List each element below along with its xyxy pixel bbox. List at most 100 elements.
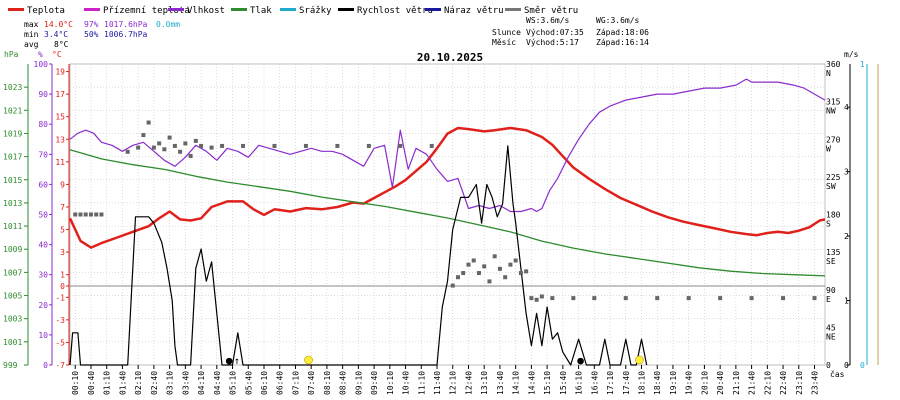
wind-direction-point [781, 296, 786, 301]
legend-label-pressure: Tlak [250, 6, 272, 16]
wind-direction-point [503, 275, 508, 280]
stats-avg-temp: 8°C [54, 40, 69, 49]
direction-tick-label: 315 [826, 98, 841, 107]
temperature-tick-label: 19 [55, 68, 65, 77]
stats-max-press: 1017.6hPa [104, 20, 148, 29]
legend-item-ground-temperature[interactable]: Přízemní teplota [84, 6, 190, 16]
wind-direction-point [172, 143, 177, 148]
legend-label-wind-gust: Náraz větru [444, 6, 504, 16]
x-tick-label: 22:40 [779, 371, 788, 395]
stats-min-label: min [24, 30, 39, 39]
x-tick-label: 11:40 [433, 371, 442, 395]
x-tick-label: 09:40 [370, 371, 379, 395]
direction-tick-label: 0 [826, 361, 831, 370]
x-tick-label: 18:10 [637, 371, 646, 395]
x-tick-label: 08:40 [339, 371, 348, 395]
x-tick-label: 15:40 [559, 371, 568, 395]
pressure-tick-label: 1005 [3, 292, 22, 301]
pressure-axis-unit: hPa [4, 50, 19, 59]
direction-tick-label: 360 [826, 60, 841, 69]
rain-tick-label: 0 [860, 361, 865, 370]
x-tick-label: 16:40 [590, 371, 599, 395]
wind-direction-point [718, 296, 723, 301]
humidity-tick-label: 20 [38, 301, 48, 310]
wind-direction-point [125, 149, 130, 154]
wind-wg: WG:3.6m/s [596, 16, 640, 25]
legend-item-wind-gust[interactable]: Náraz větru [425, 6, 504, 16]
legend-item-humidity[interactable]: Vlhkost [168, 6, 225, 16]
x-tick-label: 02:40 [150, 371, 159, 395]
legend-label-wind-speed: Rychlost větru [357, 6, 433, 16]
wind-direction-point [524, 269, 529, 274]
wind-direction-point [188, 153, 193, 158]
temperature-axis-unit: °C [52, 50, 62, 59]
legend-label-humidity: Vlhkost [187, 6, 225, 16]
axes: 9991001100310051007100910111013101510171… [3, 60, 879, 395]
pressure-tick-label: 1017 [3, 153, 22, 162]
pressure-tick-label: 999 [3, 361, 18, 370]
wind-direction-point [220, 143, 225, 148]
legend-item-wind-speed[interactable]: Rychlost větru [338, 6, 433, 16]
x-tick-label: 19:40 [685, 371, 694, 395]
wind-direction-point [178, 149, 183, 154]
wind-direction-point [571, 296, 576, 301]
legend-item-wind-direction[interactable]: Směr větru [505, 6, 578, 16]
wind-direction-point [686, 296, 691, 301]
direction-compass-label: SE [826, 257, 836, 266]
wind-direction-point [241, 143, 246, 148]
stats-max-label: max [24, 20, 39, 29]
wind-direction-point [78, 212, 83, 217]
pressure-line [69, 149, 826, 277]
temperature-tick-label: 9 [60, 180, 65, 189]
legend-label-temperature: Teplota [27, 6, 65, 16]
x-tick-label: 02:10 [134, 371, 143, 395]
x-tick-label: 16:10 [575, 371, 584, 395]
temperature-tick-label: 17 [55, 90, 65, 99]
legend-swatch-wind-gust [425, 8, 441, 11]
wind-direction-point [623, 296, 628, 301]
astro-info: WS:3.6m/s WG:3.6m/s Slunce Východ:07:35 … [492, 16, 649, 47]
direction-compass-label: SW [826, 182, 836, 191]
x-tick-label: 17:10 [606, 371, 615, 395]
humidity-tick-label: 60 [38, 180, 48, 189]
pressure-tick-label: 1015 [3, 176, 22, 185]
temperature-tick-label: 13 [55, 135, 65, 144]
temperature-tick-label: 3 [60, 248, 65, 257]
humidity-line [69, 78, 826, 213]
temperature-tick-label: 15 [55, 113, 65, 122]
x-tick-label: 12:40 [464, 371, 473, 395]
direction-tick-label: 90 [826, 286, 836, 295]
humidity-axis-unit: % [38, 50, 43, 59]
wind-speed-tick-label: 0 [844, 361, 849, 370]
wind-speed-axis-unit: m/s [844, 50, 859, 59]
moon-marker: ● [577, 354, 584, 367]
wind-direction-point [529, 296, 534, 301]
humidity-tick-label: 100 [34, 60, 49, 69]
direction-tick-label: 180 [826, 211, 841, 220]
temperature-tick-label: -5 [55, 338, 65, 347]
legend-swatch-ground-temperature [84, 8, 100, 11]
temperature-tick-label: 1 [60, 271, 65, 280]
pressure-tick-label: 1019 [3, 129, 22, 138]
legend-item-rain[interactable]: Srážky [280, 6, 332, 16]
wind-direction-point [455, 275, 460, 280]
pressure-tick-label: 1003 [3, 315, 22, 324]
rain-tick-label: 1 [860, 60, 865, 69]
wind-direction-point [167, 135, 172, 140]
series [68, 78, 826, 366]
direction-tick-label: 225 [826, 173, 841, 182]
x-tick-label: 13:40 [496, 371, 505, 395]
x-tick-label: 11:10 [417, 371, 426, 395]
x-tick-label: 23:40 [811, 371, 820, 395]
sun-label: Slunce [492, 28, 521, 37]
wind-direction-point [487, 279, 492, 284]
legend-item-temperature[interactable]: Teplota [8, 6, 65, 16]
pressure-tick-label: 1007 [3, 268, 22, 277]
legend-swatch-rain [280, 8, 296, 11]
x-tick-label: 00:40 [87, 371, 96, 395]
wind-direction-point [508, 262, 513, 267]
legend-item-pressure[interactable]: Tlak [231, 6, 272, 16]
wind-ws: WS:3.6m/s [526, 16, 570, 25]
legend-swatch-humidity [168, 8, 184, 11]
